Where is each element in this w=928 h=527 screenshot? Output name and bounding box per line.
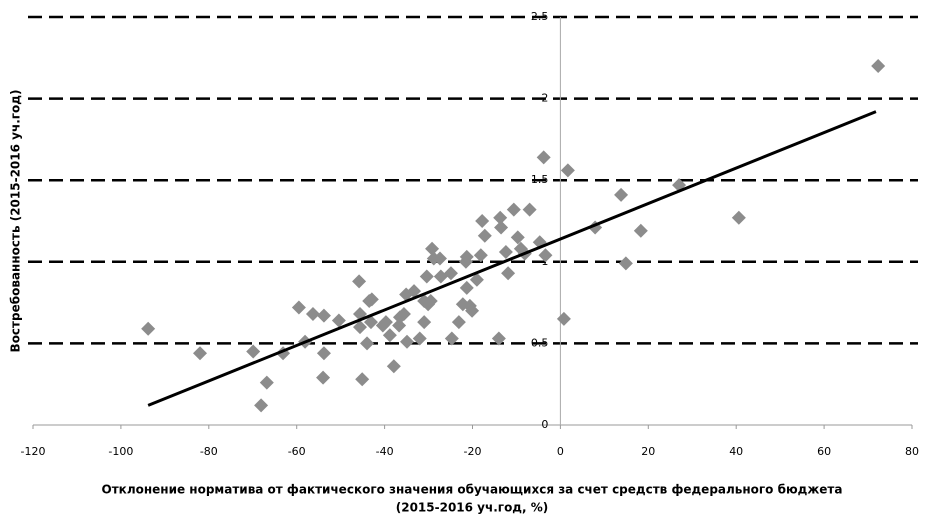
point: [419, 269, 434, 284]
point: [465, 303, 480, 318]
x-tick-label: -120: [21, 445, 46, 458]
point: [352, 320, 367, 335]
point: [871, 58, 886, 73]
point: [364, 292, 379, 307]
x-tick-label: 20: [641, 445, 655, 458]
point: [432, 251, 447, 266]
point: [506, 202, 521, 217]
point: [498, 245, 513, 260]
trend-line: [147, 110, 877, 407]
point: [316, 370, 331, 385]
point: [510, 230, 525, 245]
point: [618, 256, 633, 271]
point: [396, 307, 411, 322]
point: [444, 331, 459, 346]
point: [141, 321, 156, 336]
point: [538, 248, 553, 263]
y-axis-label: Востребованность (2015-2016 уч.год): [9, 90, 23, 353]
point: [316, 346, 331, 361]
point: [386, 359, 401, 374]
point: [331, 313, 346, 328]
point: [469, 272, 484, 287]
x-tick-label: -20: [464, 445, 482, 458]
point: [291, 300, 306, 315]
point: [352, 274, 367, 289]
point: [556, 311, 571, 326]
point: [536, 150, 551, 165]
point: [475, 214, 490, 228]
y-tick-label: 0: [541, 418, 548, 431]
x-tick-label: 40: [729, 445, 743, 458]
x-tick-label: 80: [905, 445, 919, 458]
point: [392, 318, 407, 333]
point: [459, 280, 474, 295]
point: [425, 241, 440, 256]
x-axis-label: Отклонение норматива от фактического зна…: [102, 483, 843, 497]
point: [494, 220, 509, 235]
point: [473, 248, 488, 263]
point: [633, 223, 648, 238]
point: [407, 284, 422, 299]
point: [477, 228, 492, 243]
point: [522, 202, 537, 217]
x-tick-label: 0: [557, 445, 564, 458]
y-tick-label: 2.5: [531, 10, 549, 23]
point: [254, 398, 269, 413]
point: [316, 308, 331, 323]
point: [417, 315, 432, 330]
point: [459, 249, 474, 264]
y-tick-label: 1.5: [531, 173, 549, 186]
point: [731, 210, 746, 225]
x-tick-label: -40: [376, 445, 394, 458]
point: [246, 344, 261, 359]
point: [363, 315, 378, 330]
point: [259, 375, 274, 390]
point: [491, 331, 506, 346]
point: [193, 346, 208, 361]
y-tick-label: 2: [541, 92, 548, 105]
x-tick-label: -80: [200, 445, 218, 458]
point: [360, 336, 375, 351]
point: [382, 328, 397, 343]
x-tick-label: -60: [288, 445, 306, 458]
point: [378, 315, 393, 330]
point: [560, 163, 575, 178]
x-axis-label: (2015-2016 уч.год, %): [396, 501, 549, 515]
point: [400, 334, 415, 349]
y-tick-label: 0.5: [531, 336, 549, 349]
point: [493, 210, 508, 225]
point: [423, 293, 438, 308]
x-tick-label: -100: [108, 445, 133, 458]
x-tick-label: 60: [817, 445, 831, 458]
point: [412, 331, 427, 346]
point: [305, 307, 320, 322]
point: [451, 315, 466, 330]
point: [443, 266, 458, 281]
point: [614, 187, 629, 202]
point: [355, 372, 370, 387]
point: [501, 266, 516, 281]
